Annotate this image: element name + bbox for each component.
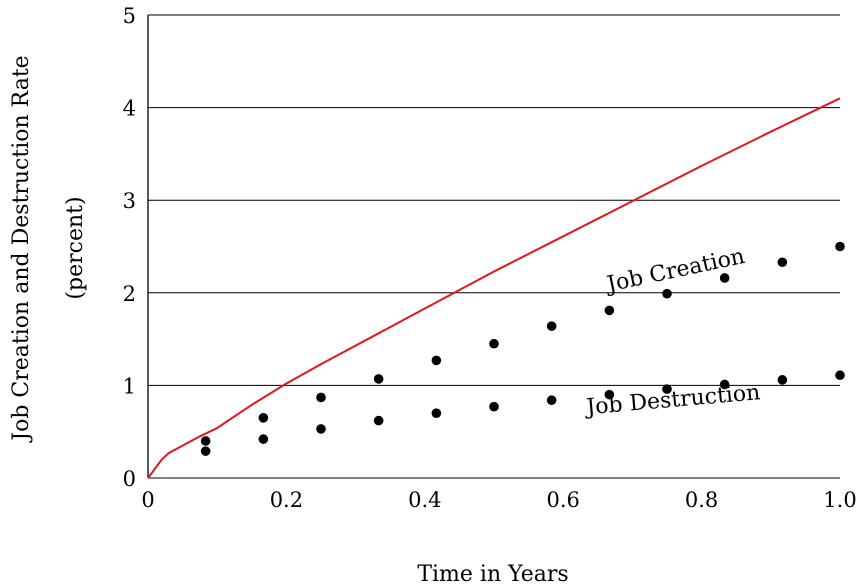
x-tick-label: 1.0 bbox=[823, 488, 856, 512]
y-axis-label-line1: Job Creation and Destruction Rate bbox=[9, 55, 34, 442]
data-point bbox=[258, 434, 269, 444]
data-point bbox=[835, 370, 845, 381]
x-axis-ticks: 0 0.2 0.4 0.6 0.8 1.0 bbox=[141, 488, 856, 512]
data-point bbox=[546, 395, 557, 406]
series-line-2 bbox=[147, 97, 841, 479]
data-point bbox=[719, 273, 730, 283]
x-tick-label: 0 bbox=[141, 488, 154, 512]
grid-lines bbox=[148, 14, 840, 479]
x-tick-label: 0.4 bbox=[408, 488, 441, 512]
data-point bbox=[604, 305, 615, 316]
annotation-label: Job Creation bbox=[603, 244, 747, 298]
data-point bbox=[546, 321, 557, 331]
data-point bbox=[662, 384, 672, 394]
data-point bbox=[431, 408, 442, 418]
data-point bbox=[662, 288, 672, 299]
y-axis-label-line2: (percent) bbox=[63, 196, 88, 299]
data-point bbox=[200, 436, 211, 446]
y-tick-label: 3 bbox=[123, 189, 136, 213]
data-point bbox=[431, 355, 442, 366]
data-point bbox=[316, 424, 326, 434]
data-point bbox=[835, 241, 845, 252]
data-point bbox=[604, 389, 615, 400]
data-point bbox=[200, 446, 211, 456]
data-point bbox=[316, 392, 326, 403]
annotation-label: Job Destruction bbox=[583, 380, 761, 420]
annotations: Job Creation Job Destruction bbox=[583, 244, 761, 421]
y-tick-label: 1 bbox=[123, 374, 136, 398]
y-tick-label: 0 bbox=[123, 467, 136, 491]
data-point bbox=[373, 374, 384, 384]
series-group bbox=[147, 97, 845, 479]
data-point bbox=[777, 257, 788, 268]
y-axis-ticks: 0 1 2 3 4 5 bbox=[123, 4, 136, 491]
y-axis-label: Job Creation and Destruction Rate (perce… bbox=[9, 55, 88, 442]
data-point bbox=[489, 338, 499, 349]
x-axis-label: Time in Years bbox=[417, 562, 568, 587]
x-tick-label: 0.2 bbox=[270, 488, 303, 512]
y-tick-label: 5 bbox=[123, 4, 136, 28]
x-tick-label: 0.8 bbox=[685, 488, 718, 512]
data-point bbox=[258, 413, 269, 423]
y-tick-label: 4 bbox=[123, 97, 136, 121]
data-point bbox=[777, 375, 788, 385]
data-point bbox=[719, 379, 730, 390]
y-tick-label: 2 bbox=[123, 282, 136, 306]
data-point bbox=[373, 415, 384, 426]
data-point bbox=[489, 401, 499, 412]
x-tick-label: 0.6 bbox=[546, 488, 579, 512]
